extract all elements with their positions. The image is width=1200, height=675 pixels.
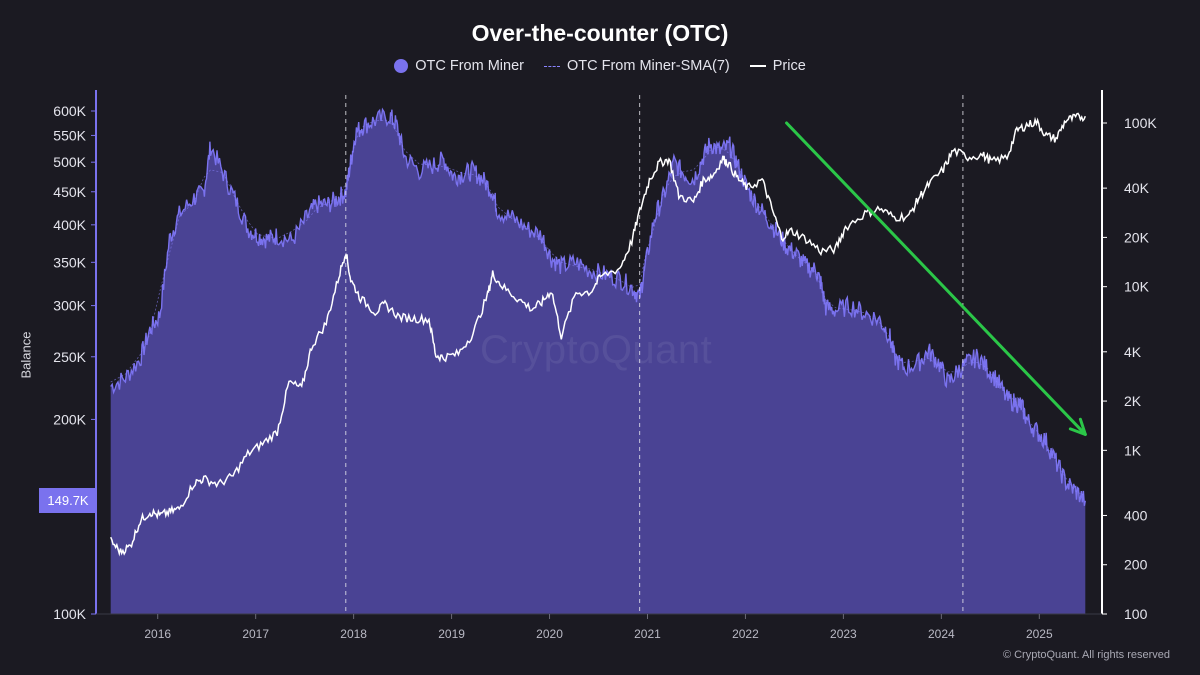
trend-arrow-head-icon (1068, 417, 1087, 436)
legend-label: OTC From Miner-SMA(7) (566, 58, 730, 74)
x-tick-label: 2019 (438, 627, 465, 641)
legend-line-icon (749, 65, 766, 67)
chart-title: Over-the-counter (OTC) (471, 20, 729, 46)
y-tick-label: 400K (53, 217, 86, 233)
legend-dashed-line-icon (543, 65, 560, 67)
y-tick-label: 450K (53, 184, 86, 200)
y-tick-label: 350K (53, 254, 86, 270)
y2-tick-label: 20K (1124, 229, 1150, 245)
watermark: CryptoQuant (480, 328, 713, 372)
price-line (110, 112, 1086, 557)
x-tick-label: 2017 (242, 627, 269, 641)
legend: OTC From Miner OTC From Miner-SMA(7) Pri… (0, 58, 1200, 74)
y2-tick-label: 4K (1124, 344, 1142, 360)
y-tick-label: 250K (53, 349, 86, 365)
y-tick-label: 600K (53, 103, 86, 119)
x-tick-label: 2023 (830, 627, 857, 641)
legend-item-price[interactable]: Price (749, 58, 806, 74)
y-tick-label: 500K (53, 154, 86, 170)
x-tick-label: 2021 (634, 627, 661, 641)
otc-from-miner-line (110, 107, 1086, 506)
y2-tick-label: 40K (1124, 180, 1150, 196)
y-tick-label: 200K (53, 411, 86, 427)
y-tick-label: 550K (53, 127, 86, 143)
y2-tick-label: 2K (1124, 393, 1142, 409)
x-tick-label: 2020 (536, 627, 563, 641)
legend-label: Price (772, 58, 806, 74)
legend-label: OTC From Miner (415, 58, 524, 74)
y2-tick-label: 100 (1124, 606, 1148, 622)
trend-arrow-line (785, 121, 1087, 436)
x-tick-label: 2025 (1026, 627, 1053, 641)
current-value-badge: 149.7K (39, 488, 97, 513)
legend-dot-icon (394, 59, 409, 73)
x-tick-label: 2024 (928, 627, 955, 641)
x-tick-label: 2022 (732, 627, 759, 641)
y2-tick-label: 10K (1124, 279, 1150, 295)
y2-tick-label: 200 (1124, 557, 1148, 573)
y2-tick-label: 1K (1124, 442, 1142, 458)
y-tick-label: 300K (53, 298, 86, 314)
legend-item-otc-from-miner[interactable]: OTC From Miner (394, 58, 524, 74)
copyright: © CryptoQuant. All rights reserved (1002, 649, 1170, 661)
y2-tick-label: 100K (1124, 115, 1157, 131)
otc-area-fill (110, 109, 1086, 614)
y-tick-label: 100K (53, 606, 86, 622)
x-tick-label: 2018 (340, 627, 367, 641)
y2-tick-label: 400 (1124, 507, 1148, 523)
y-axis-title: Balance (18, 331, 34, 379)
legend-item-otc-sma7[interactable]: OTC From Miner-SMA(7) (543, 58, 730, 74)
x-tick-label: 2016 (144, 627, 171, 641)
